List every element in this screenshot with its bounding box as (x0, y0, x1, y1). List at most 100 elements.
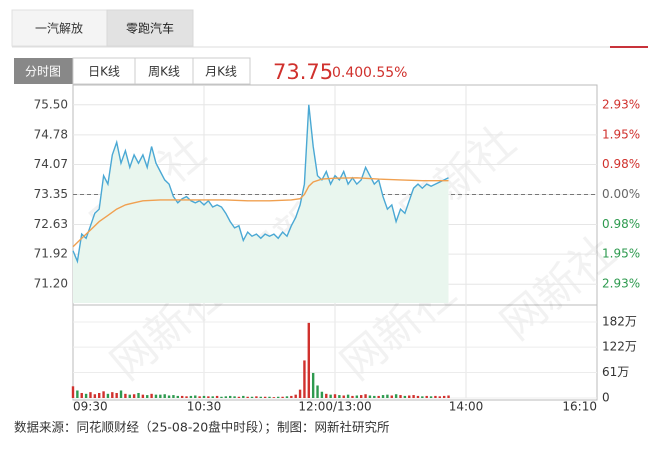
y-tick-label: 61万 (602, 365, 629, 379)
volume-bar (290, 395, 293, 398)
y-tick-label: 0 (602, 391, 610, 405)
quote-price: 73.75 (273, 60, 333, 84)
volume-bar (386, 394, 389, 398)
tab-active[interactable]: 零跑汽车 (126, 21, 174, 36)
volume-bar (98, 392, 101, 398)
volume-bar (316, 385, 319, 398)
quote-change-pct: 0.55% (363, 65, 407, 81)
volume-bar (172, 395, 175, 398)
volume-bar (255, 396, 258, 398)
y-tick-label: 122万 (602, 340, 637, 354)
x-tick-label: 09:30 (73, 400, 108, 414)
volume-bar (250, 396, 254, 398)
tab-bg-active (106, 9, 194, 47)
volume-bar (390, 395, 393, 398)
volume-bar (246, 396, 249, 398)
series-line (72, 177, 449, 248)
tab-bg (11, 9, 108, 47)
volume-bar (272, 397, 276, 398)
quote-change: 0.40 (332, 65, 363, 81)
volume-bar (381, 395, 385, 398)
volume-bar (207, 396, 210, 398)
volume-bar (124, 393, 127, 398)
y2-tick-label: 1.95% (602, 127, 640, 141)
volume-bar (76, 390, 79, 398)
view-tab[interactable]: 周K线 (148, 65, 180, 79)
x-tick-label: 10:30 (187, 400, 222, 414)
volume-bar (237, 396, 241, 398)
volume-bar (412, 395, 415, 398)
volume-bar (399, 395, 402, 398)
volume-bar (242, 395, 245, 398)
volume-bar (325, 393, 328, 398)
volume-bar (425, 395, 428, 398)
view-tab-active[interactable]: 分时图 (25, 65, 61, 79)
tab[interactable]: 一汽解放 (35, 21, 83, 36)
x-tick-label: 14:00 (449, 400, 484, 414)
volume-bar (346, 394, 350, 398)
volume-bar (259, 396, 262, 398)
volume-bar (233, 396, 236, 398)
view-bg (72, 57, 136, 85)
volume-bar (141, 394, 145, 398)
y2-tick-label: 0.98% (602, 217, 640, 231)
volume-bar (89, 392, 92, 398)
volume-bar (198, 396, 201, 398)
volume-bar (224, 396, 228, 398)
volume-bar (338, 395, 341, 398)
volume-bar (176, 395, 179, 398)
y2-tick-label: 0.00% (602, 187, 640, 201)
view-tab[interactable]: 月K线 (205, 65, 237, 79)
volume-bar (277, 396, 280, 398)
y2-tick-label: 1.95% (602, 247, 640, 261)
volume-bar (364, 394, 367, 398)
volume-bar (355, 395, 359, 398)
volume-bar (429, 396, 433, 398)
volume-bar (84, 393, 88, 398)
volume-bar (285, 396, 289, 398)
volume-bar (189, 395, 193, 398)
y-tick-label: 72.63 (34, 217, 68, 231)
volume-bar (159, 394, 162, 398)
volume-bar (80, 392, 83, 398)
volume-bar (307, 322, 310, 398)
volume-bar (320, 391, 324, 398)
volume-bar (263, 396, 267, 398)
volume-bar (377, 395, 380, 398)
price-area (73, 104, 449, 303)
volume-bar (185, 396, 188, 398)
volume-bar (154, 394, 158, 398)
volume-bar (132, 394, 136, 398)
volume-bar (71, 386, 75, 398)
y2-tick-label: 2.93% (602, 277, 640, 291)
y-tick-label: 71.20 (34, 277, 68, 291)
volume-bar (229, 395, 232, 398)
y-tick-label: 182万 (602, 315, 637, 329)
view-bg-active (14, 58, 73, 84)
volume-bar (368, 395, 372, 398)
volume-bar (137, 392, 140, 398)
volume-bar (351, 395, 354, 398)
volume-bar (416, 395, 420, 398)
volume-bar (434, 395, 437, 398)
volume-bar (220, 396, 223, 398)
volume-bar (360, 395, 363, 398)
volume-bar (167, 395, 171, 398)
view-tab[interactable]: 日K线 (88, 65, 120, 79)
volume-bar (150, 393, 153, 398)
volume-bar (408, 395, 411, 398)
series-line (72, 104, 449, 264)
chart-frame (72, 84, 598, 401)
volume-bar (421, 396, 424, 398)
volume-bar (119, 390, 123, 398)
source-note: 数据来源：同花顺财经（25-08-20盘中时段）；制图：网新社研究所 (14, 420, 390, 435)
volume-bar (298, 389, 302, 398)
volume-bar (294, 394, 297, 398)
x-tick-label: 16:10 (562, 400, 597, 414)
volume-bar (106, 393, 110, 398)
volume-bar (211, 396, 214, 398)
volume-bar (93, 394, 97, 398)
volume-bar (373, 395, 376, 398)
